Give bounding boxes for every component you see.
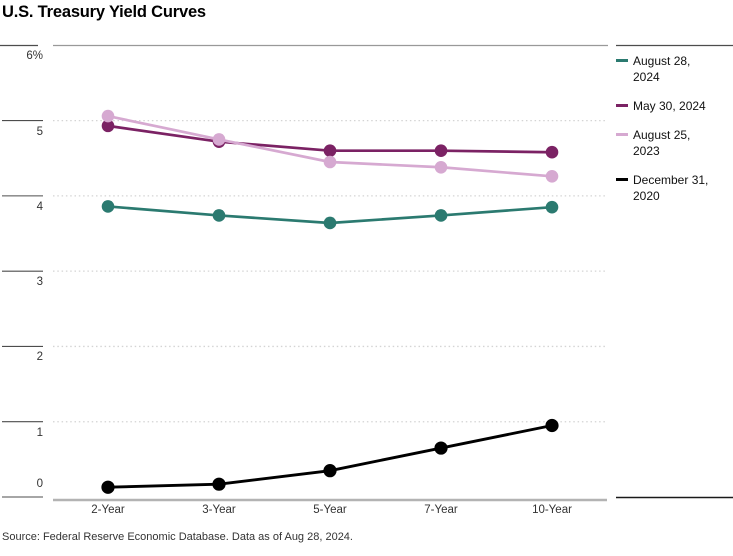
source-note: Source: Federal Reserve Economic Databas… [2,531,353,543]
data-point [545,145,559,159]
data-point [212,133,226,146]
legend: August 28, 2024 May 30, 2024 August 25, 20… [616,46,733,204]
data-point [545,170,559,183]
legend-swatch-icon [616,133,628,136]
data-point [323,144,337,158]
legend-label: May 30, 2024 [633,99,706,113]
data-point [545,200,559,214]
legend-item: August 28, 2024 [616,53,733,85]
legend-label: December 31, 2020 [633,173,709,203]
data-point [323,216,337,230]
legend-swatch-icon [616,59,628,62]
legend-item: August 25, 2023 [616,127,733,159]
data-point [212,477,226,491]
legend-item: May 30, 2024 [616,98,733,114]
series-line-3 [107,424,553,489]
data-point [212,209,226,222]
data-point [101,480,115,494]
legend-swatch-icon [616,104,628,107]
legend-swatch-icon [616,178,628,181]
data-point [434,441,448,455]
legend-label: August 28, 2024 [633,54,691,84]
data-point [434,209,448,222]
data-point [434,144,448,158]
data-point [101,200,115,213]
data-point [323,464,337,478]
data-point [545,418,559,433]
data-point [434,160,448,174]
data-point [323,155,337,169]
data-point [101,109,115,123]
chart-title: U.S. Treasury Yield Curves [2,3,206,21]
legend-label: August 25, 2023 [633,128,691,158]
legend-item: December 31, 2020 [616,172,733,204]
data-point [101,119,115,133]
